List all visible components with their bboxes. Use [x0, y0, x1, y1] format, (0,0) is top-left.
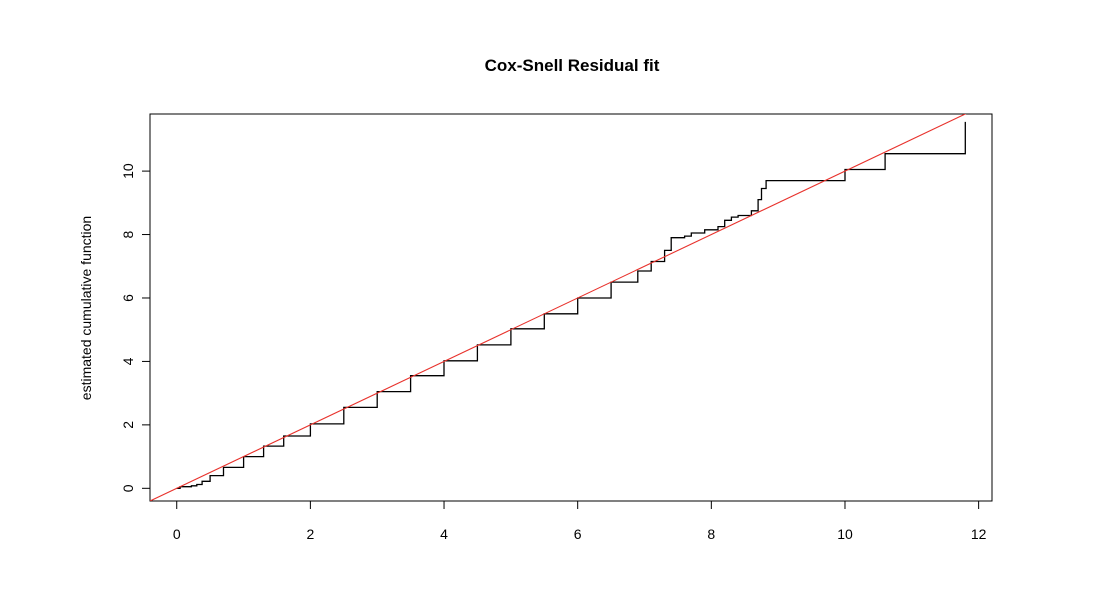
y-tick-label: 2: [120, 421, 136, 429]
x-tick-label: 2: [306, 526, 314, 542]
y-axis-label: estimated cumulative function: [78, 216, 94, 400]
x-tick-label: 4: [440, 526, 448, 542]
y-tick-label: 4: [120, 357, 136, 365]
x-tick-label: 8: [707, 526, 715, 542]
x-tick-label: 12: [971, 526, 987, 542]
y-tick-label: 6: [120, 294, 136, 302]
y-tick-label: 8: [120, 230, 136, 238]
x-tick-label: 6: [574, 526, 582, 542]
series-layer: [150, 114, 967, 501]
y-tick-label: 10: [120, 163, 136, 179]
x-tick-label: 10: [837, 526, 853, 542]
y-axis: 0 2 4 6 8 10: [120, 163, 151, 492]
y-tick-label: 0: [120, 484, 136, 492]
x-tick-label: 0: [173, 526, 181, 542]
x-axis: 0 2 4 6 8 10 12: [173, 500, 987, 542]
step-series: [176, 121, 966, 489]
plot-frame: [149, 113, 993, 502]
reference-line: [150, 114, 967, 501]
chart-title: Cox-Snell Residual fit: [485, 56, 660, 75]
